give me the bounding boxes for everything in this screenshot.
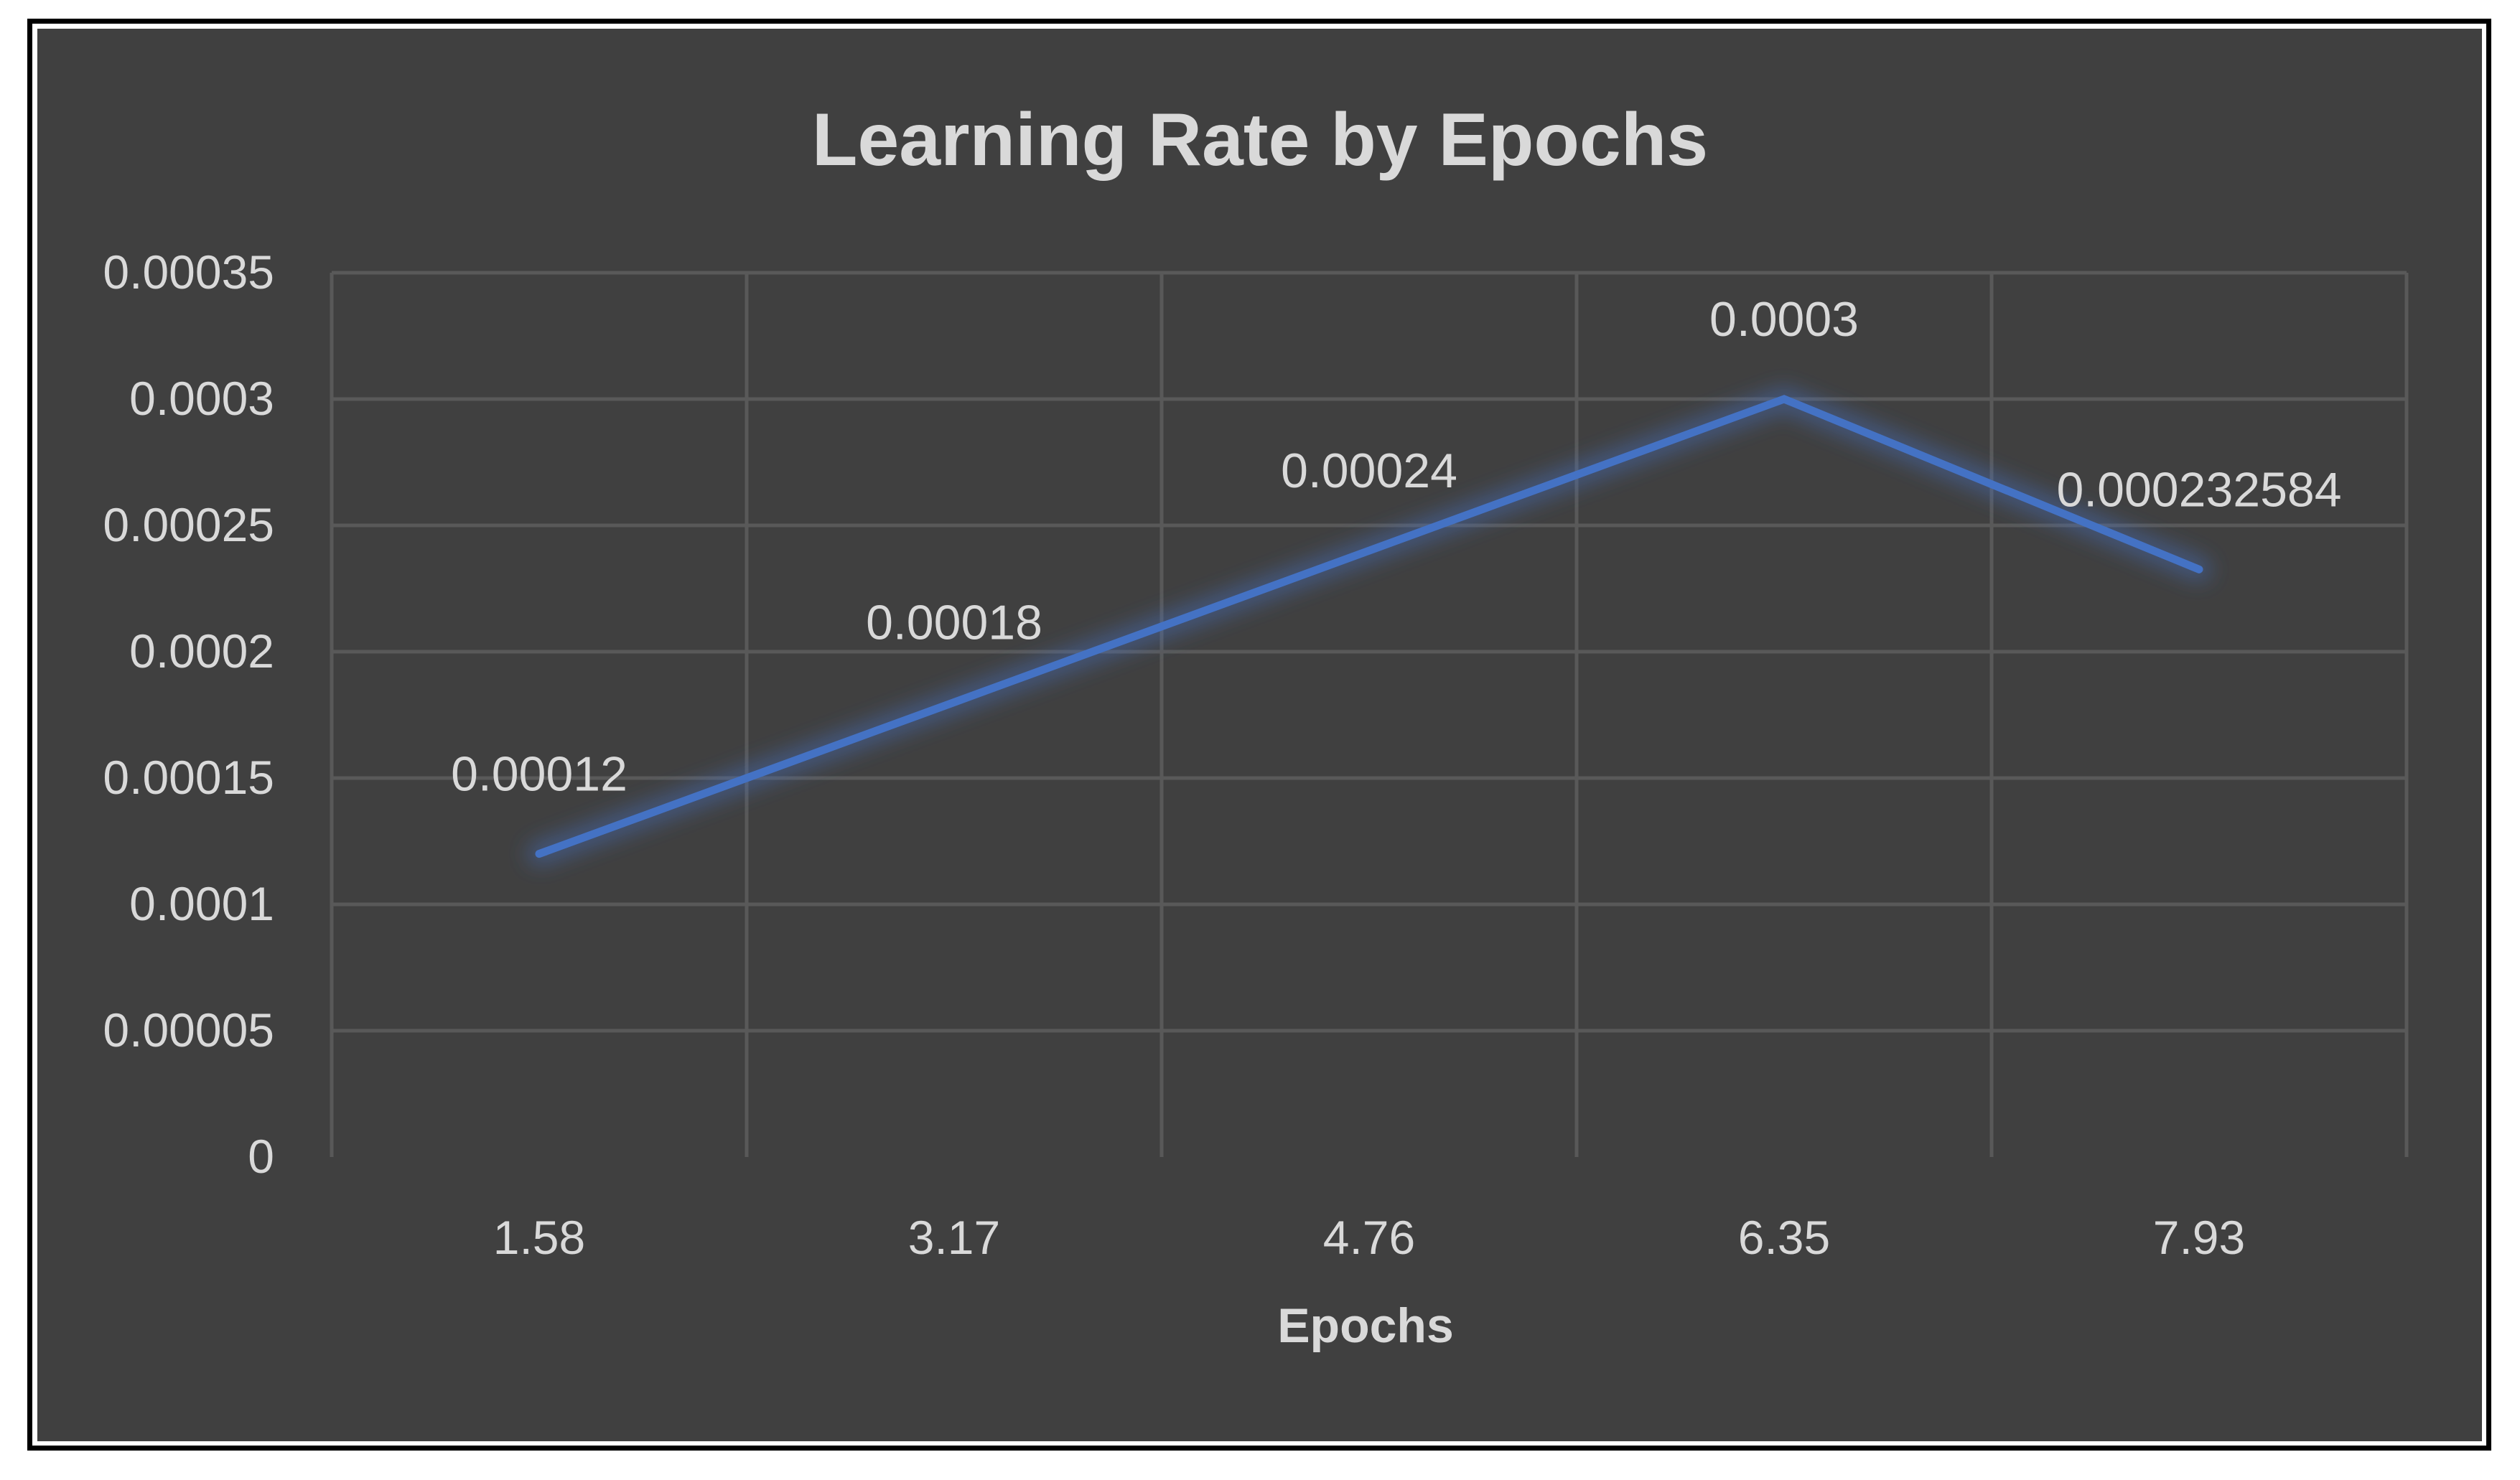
data-label: 0.00018 — [866, 595, 1042, 650]
data-label: 0.000232584 — [2056, 462, 2341, 517]
y-tick-label: 0.0003 — [129, 372, 274, 425]
chart-title: Learning Rate by Epochs — [812, 98, 1708, 182]
x-tick-label: 3.17 — [908, 1211, 1000, 1264]
x-tick-label: 7.93 — [2153, 1211, 2245, 1264]
grid — [330, 271, 2409, 1157]
data-label: 0.00012 — [451, 747, 627, 802]
data-label: 0.00024 — [1281, 444, 1457, 498]
x-tick-label: 4.76 — [1323, 1211, 1415, 1264]
y-tick-label: 0.0001 — [129, 877, 274, 930]
y-tick-label: 0.00025 — [103, 498, 274, 551]
x-axis-tick-labels: 1.58 3.17 4.76 6.35 7.93 — [493, 1211, 2245, 1264]
y-tick-label: 0.00015 — [103, 751, 274, 804]
series-line — [535, 395, 2203, 858]
x-tick-label: 6.35 — [1738, 1211, 1830, 1264]
x-axis-title: Epochs — [1277, 1298, 1454, 1353]
y-tick-label: 0.00035 — [103, 245, 274, 299]
chart-background — [37, 29, 2482, 1441]
y-tick-label: 0 — [248, 1130, 274, 1183]
data-label: 0.0003 — [1709, 292, 1859, 347]
y-axis-tick-labels: 0 0.00005 0.0001 0.00015 0.0002 0.00025 0.0003… — [103, 245, 274, 1183]
data-labels: 0.00012 0.00018 0.00024 0.0003 0.000232584 — [451, 292, 2341, 802]
y-tick-label: 0.0002 — [129, 624, 274, 678]
y-tick-label: 0.00005 — [103, 1003, 274, 1057]
x-tick-label: 1.58 — [493, 1211, 585, 1264]
series-layer — [527, 387, 2211, 866]
